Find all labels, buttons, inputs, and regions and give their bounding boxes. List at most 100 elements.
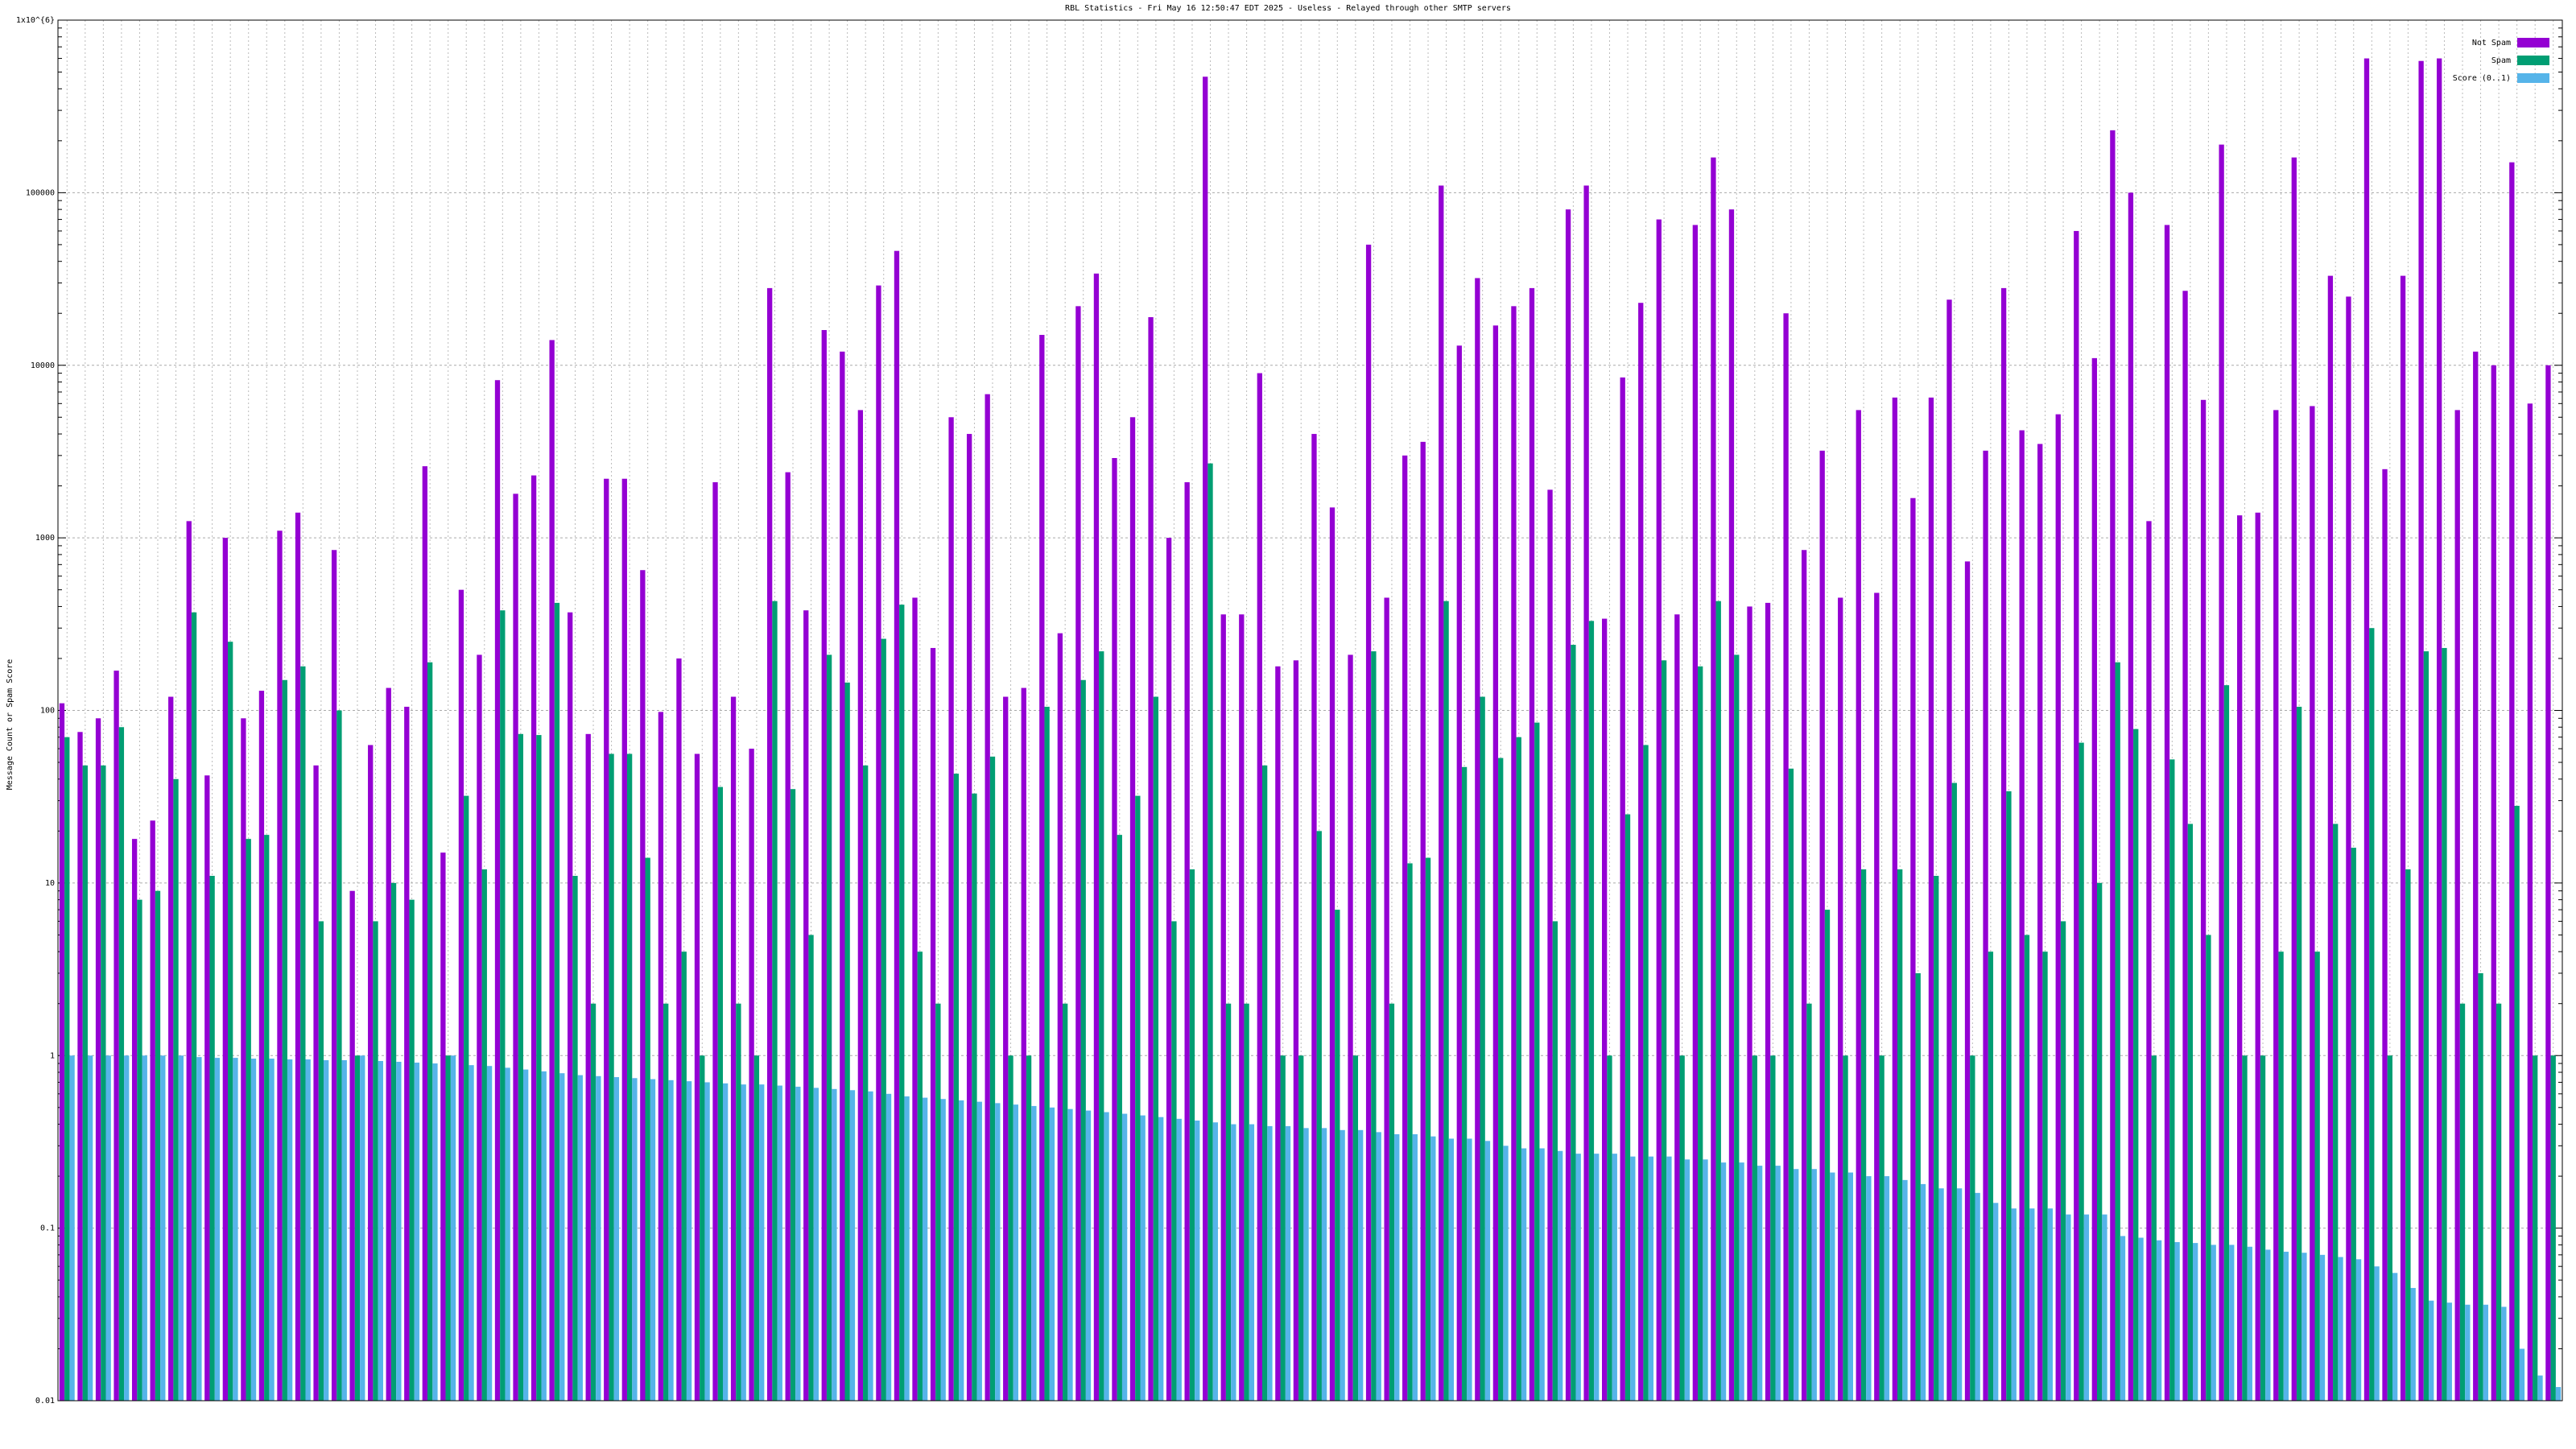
bar bbox=[1915, 972, 1921, 1401]
bar bbox=[1856, 410, 1861, 1401]
bar bbox=[2219, 144, 2224, 1402]
bar bbox=[2096, 882, 2103, 1401]
bar bbox=[505, 1067, 510, 1401]
bar bbox=[1824, 910, 1831, 1401]
bar bbox=[2291, 157, 2297, 1401]
bar bbox=[1184, 482, 1190, 1401]
bar bbox=[1830, 1172, 1835, 1401]
bar bbox=[1575, 1154, 1581, 1401]
bar bbox=[150, 820, 155, 1401]
bar bbox=[959, 1100, 964, 1401]
bar bbox=[826, 654, 832, 1401]
bar bbox=[2555, 1387, 2562, 1401]
bar bbox=[1703, 1159, 1708, 1401]
bar bbox=[131, 839, 138, 1401]
bar bbox=[282, 679, 287, 1401]
bar bbox=[300, 666, 306, 1401]
bar bbox=[168, 696, 174, 1401]
bar bbox=[741, 1084, 746, 1401]
bar bbox=[2501, 1307, 2507, 1401]
bar bbox=[1257, 373, 1262, 1401]
bar bbox=[2273, 410, 2279, 1401]
bar bbox=[1203, 76, 1208, 1401]
bar bbox=[1104, 1112, 1109, 1401]
bar bbox=[2115, 662, 2120, 1401]
bar bbox=[2392, 1273, 2398, 1401]
bar bbox=[2301, 1253, 2307, 1401]
bar bbox=[1612, 1154, 1617, 1401]
bar bbox=[1788, 768, 1794, 1401]
bar bbox=[1993, 1203, 1999, 1401]
bar bbox=[118, 727, 125, 1401]
bar bbox=[124, 1055, 130, 1401]
bar bbox=[613, 1077, 620, 1401]
bar bbox=[2550, 1055, 2556, 1401]
bar bbox=[1158, 1117, 1164, 1401]
bar bbox=[712, 482, 718, 1401]
bar bbox=[985, 394, 990, 1402]
bar bbox=[2138, 1237, 2144, 1401]
bar bbox=[2278, 952, 2284, 1401]
bar bbox=[2169, 759, 2175, 1401]
bar bbox=[640, 570, 646, 1401]
bar bbox=[1013, 1104, 1019, 1401]
bar bbox=[196, 1057, 202, 1401]
bar bbox=[590, 1003, 597, 1401]
bar bbox=[1008, 1055, 1013, 1401]
bar bbox=[2483, 1304, 2489, 1401]
bar bbox=[1698, 666, 1703, 1401]
y-tick-label: 0.1 bbox=[40, 1224, 55, 1233]
bar bbox=[404, 706, 410, 1401]
bar bbox=[313, 765, 319, 1401]
bar bbox=[1358, 1129, 1364, 1401]
bar bbox=[214, 1058, 221, 1401]
bar bbox=[1231, 1124, 1236, 1401]
bar bbox=[1430, 1136, 1436, 1401]
bar bbox=[1135, 795, 1141, 1401]
bar bbox=[1352, 1055, 1359, 1401]
bar bbox=[2206, 935, 2211, 1401]
bar bbox=[1261, 765, 1268, 1401]
bar bbox=[549, 340, 555, 1401]
bar bbox=[1715, 601, 1721, 1401]
bar bbox=[1794, 1169, 1799, 1401]
bar bbox=[1934, 876, 1939, 1401]
bar bbox=[269, 1059, 275, 1401]
bar bbox=[2314, 952, 2320, 1401]
bar bbox=[759, 1084, 765, 1401]
bar bbox=[1039, 335, 1045, 1401]
bar bbox=[2066, 1214, 2071, 1401]
bar bbox=[378, 1061, 383, 1401]
bar bbox=[922, 1097, 928, 1401]
bar bbox=[2418, 60, 2424, 1402]
bar bbox=[414, 1063, 420, 1401]
bar bbox=[1806, 1003, 1812, 1401]
bar bbox=[1212, 1122, 1218, 1401]
bar bbox=[1303, 1128, 1309, 1401]
bar bbox=[1239, 614, 1245, 1401]
bar bbox=[1552, 921, 1558, 1401]
bar bbox=[886, 1093, 892, 1401]
bar bbox=[349, 890, 355, 1401]
bar bbox=[445, 1055, 451, 1401]
bar bbox=[530, 475, 537, 1401]
bar bbox=[1588, 621, 1595, 1401]
bar bbox=[1225, 1003, 1232, 1401]
bar bbox=[1063, 1003, 1068, 1401]
bar bbox=[2369, 628, 2375, 1401]
bar bbox=[1964, 561, 1971, 1401]
bar bbox=[2514, 806, 2520, 1401]
bar bbox=[1321, 1128, 1327, 1401]
bar bbox=[1739, 1162, 1744, 1401]
bar bbox=[1443, 601, 1449, 1401]
bar bbox=[1656, 219, 1662, 1401]
bar bbox=[64, 737, 70, 1401]
bar bbox=[440, 852, 446, 1401]
bar bbox=[331, 550, 337, 1401]
bar bbox=[518, 733, 524, 1401]
bar bbox=[1461, 766, 1468, 1401]
bar bbox=[2333, 824, 2339, 1401]
bar bbox=[2128, 192, 2134, 1401]
bar bbox=[785, 472, 791, 1401]
bar bbox=[766, 287, 773, 1401]
